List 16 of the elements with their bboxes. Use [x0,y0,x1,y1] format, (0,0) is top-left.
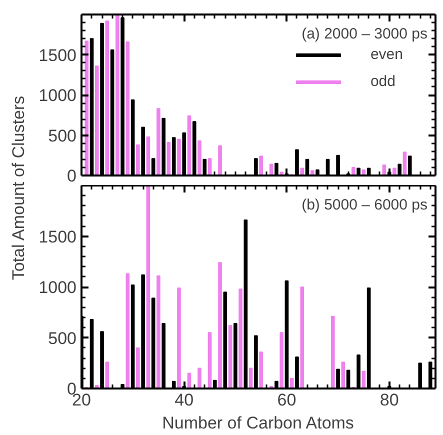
y-tick-label: 500 [48,328,77,348]
y-tick-label: 1000 [38,278,77,297]
y-tick-label: 500 [48,126,77,146]
annotation: (b) 5000 – 6000 ps [302,196,428,214]
y-tick-label: 0 [67,166,77,186]
legend-label: even [370,46,403,63]
y-tick-label: 1500 [38,227,77,246]
y-tick-label: 1000 [38,86,77,105]
x-tick-label: 80 [380,390,399,410]
x-axis-title: Number of Carbon Atoms [162,414,354,432]
y-tick-label: 1500 [38,46,77,65]
x-tick-label: 60 [277,390,296,410]
annotation: (a) 2000 – 3000 ps [302,26,428,42]
legend-label: odd [370,73,396,90]
x-tick-label: 40 [174,390,194,410]
y-axis-title: Total Amount of Clusters [9,96,28,280]
